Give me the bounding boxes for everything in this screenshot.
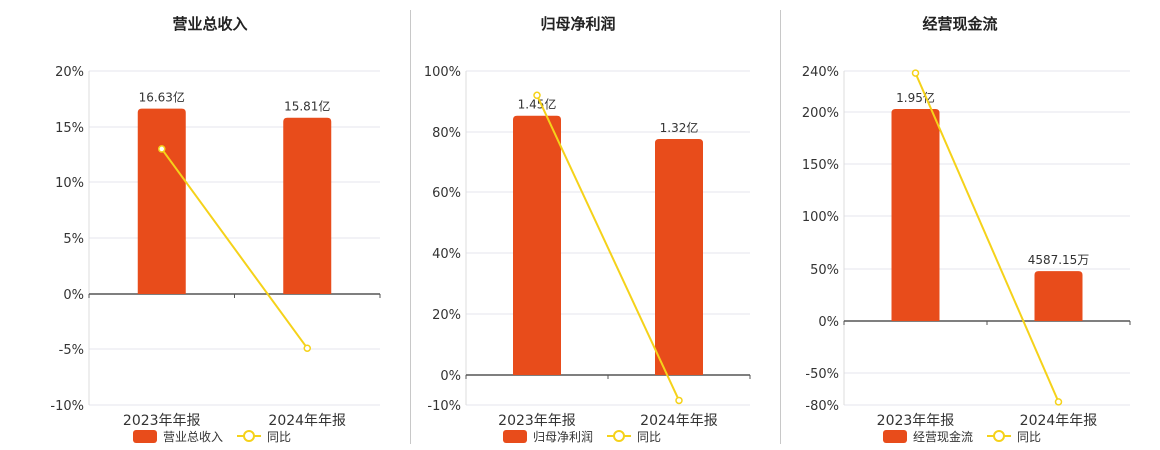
chart-title: 营业总收入 [172, 15, 247, 33]
legend-line-label: 同比 [267, 430, 291, 444]
y-tick-label: 0% [818, 315, 839, 330]
bar-1 [137, 108, 186, 294]
y-tick-label: -80% [805, 399, 839, 414]
yoy-line [160, 148, 309, 349]
legend-bar-swatch [133, 430, 157, 443]
y-tick-label: -5% [59, 343, 84, 358]
legend-bar-label: 营业总收入 [163, 430, 223, 444]
bar-1 [513, 115, 561, 376]
y-tick-label: 80% [432, 126, 461, 141]
yoy-point-2 [675, 396, 683, 405]
x-tick-label: 2023年年报 [498, 413, 576, 429]
bar-data-label: 1.32亿 [660, 120, 699, 135]
bar-data-label: 4587.15万 [1028, 253, 1090, 267]
bar-2 [655, 138, 703, 375]
y-tick-label: 5% [63, 232, 84, 247]
legend-bar-swatch [503, 430, 527, 443]
bar-2 [1034, 271, 1083, 321]
x-tick-label: 2023年年报 [877, 413, 955, 429]
bar-1 [891, 109, 940, 321]
y-tick-label: -10% [50, 399, 84, 414]
bar-data-label: 15.81亿 [284, 99, 330, 114]
legend-bar-label: 归母净利润 [533, 430, 593, 444]
yoy-point-1 [533, 91, 541, 100]
y-tick-label: -10% [427, 399, 461, 414]
y-tick-label: 100% [802, 210, 839, 225]
legend-bar-label: 经营现金流 [913, 429, 973, 444]
bar-data-label: 1.45亿 [518, 97, 557, 112]
yoy-line [536, 94, 680, 401]
y-tick-label: 200% [802, 106, 839, 121]
y-tick-label: 15% [55, 121, 84, 136]
y-tick-label: 60% [432, 186, 461, 201]
chart-title: 经营现金流 [922, 15, 997, 33]
x-tick-label: 2024年年报 [1020, 413, 1098, 429]
x-tick-label: 2024年年报 [268, 413, 346, 429]
legend-line-marker [613, 430, 625, 442]
chart-divider-2 [780, 10, 781, 444]
y-tick-label: -50% [805, 367, 839, 382]
chart-divider-1 [410, 10, 411, 444]
yoy-point-1 [911, 69, 920, 77]
x-tick-label: 2023年年报 [123, 413, 201, 429]
x-tick-label: 2024年年报 [640, 413, 718, 429]
y-tick-label: 0% [440, 369, 461, 384]
legend-line-marker [243, 430, 255, 442]
legend-line-marker [993, 430, 1005, 442]
yoy-point-1 [158, 145, 166, 153]
y-tick-label: 20% [55, 65, 84, 80]
yoy-point-2 [1054, 398, 1063, 406]
bar-data-label: 16.63亿 [139, 90, 185, 105]
y-tick-label: 100% [424, 65, 461, 80]
y-tick-label: 20% [432, 308, 461, 323]
y-tick-label: 150% [802, 158, 839, 173]
legend-bar-swatch [883, 430, 907, 443]
yoy-point-2 [303, 344, 311, 352]
yoy-line [914, 72, 1060, 403]
y-tick-label: 50% [810, 263, 839, 278]
legend-line-label: 同比 [637, 430, 661, 444]
bar-2 [283, 117, 332, 294]
y-tick-label: 0% [63, 288, 84, 303]
y-tick-label: 240% [802, 65, 839, 80]
legend-line-label: 同比 [1017, 430, 1041, 444]
y-tick-label: 10% [55, 176, 84, 191]
y-tick-label: 40% [432, 247, 461, 262]
chart-title: 归母净利润 [540, 15, 615, 33]
